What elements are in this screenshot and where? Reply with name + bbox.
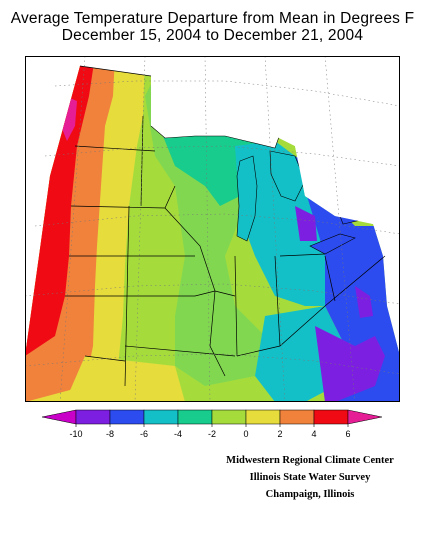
- color-legend: -10 -8 -6 -4 -2 0 2 4 6: [41, 409, 383, 439]
- lake-huron: [269, 150, 306, 202]
- legend-tick-label: -6: [140, 429, 148, 439]
- legend-tick-label: 2: [277, 429, 282, 439]
- legend-bin: [75, 409, 111, 425]
- graticule: [25, 56, 400, 402]
- legend-tick-label: -10: [69, 429, 82, 439]
- legend-tick-label: -8: [106, 429, 114, 439]
- lake-erie: [309, 233, 356, 255]
- temperature-departure-map: [25, 56, 400, 402]
- legend-bin: [143, 409, 179, 425]
- legend-tick-label: 4: [311, 429, 316, 439]
- legend-bin: [211, 409, 247, 425]
- legend-bin: [177, 409, 213, 425]
- credit-location: Champaign, Illinois: [265, 489, 355, 500]
- map-title-line-1: Average Temperature Departure from Mean …: [10, 10, 415, 27]
- legend-bin: [347, 409, 383, 425]
- legend-bin: [313, 409, 349, 425]
- state-boundaries: [65, 65, 386, 387]
- legend-tick-label: 0: [243, 429, 248, 439]
- map-title-line-2: December 15, 2004 to December 21, 2004: [61, 27, 364, 44]
- credit-isws: Illinois State Water Survey: [249, 472, 371, 483]
- lake-michigan: [236, 155, 258, 242]
- legend-tick-label: -4: [174, 429, 182, 439]
- map-frame: [25, 56, 400, 402]
- legend-bin: [279, 409, 315, 425]
- legend-tick-label: -2: [208, 429, 216, 439]
- legend-tick-label: 6: [345, 429, 350, 439]
- credit-mrcc: Midwestern Regional Climate Center: [226, 455, 394, 466]
- legend-bin: [41, 409, 77, 425]
- legend-bin: [245, 409, 281, 425]
- legend-bin: [109, 409, 145, 425]
